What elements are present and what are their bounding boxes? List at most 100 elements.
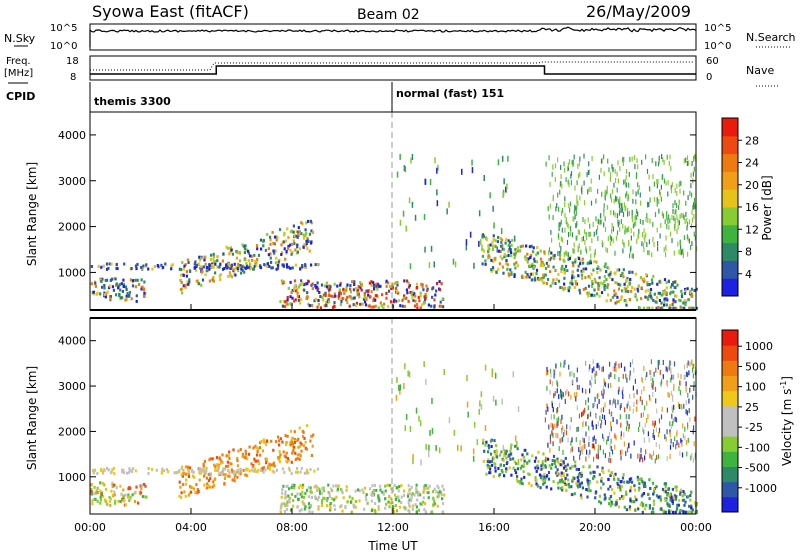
velocity-cell xyxy=(372,493,375,497)
power-cell xyxy=(212,255,215,259)
velocity-cell xyxy=(688,398,690,404)
power-cell xyxy=(238,259,242,263)
power-cell xyxy=(251,258,254,262)
velocity-cell xyxy=(209,472,213,476)
velocity-cell xyxy=(564,464,567,468)
power-cell xyxy=(280,253,283,256)
power-cell xyxy=(304,228,307,232)
velocity-cell xyxy=(365,498,368,502)
power-cell xyxy=(586,172,588,178)
power-cell xyxy=(346,283,349,287)
power-cell xyxy=(564,264,568,268)
velocity-y-tick-label: 3000 xyxy=(58,380,86,393)
velocity-cell xyxy=(497,467,500,470)
velocity-cell xyxy=(396,376,398,383)
velocity-cell xyxy=(597,449,599,455)
velocity-cell xyxy=(372,491,375,495)
power-cell xyxy=(633,231,635,237)
power-cell xyxy=(256,247,259,251)
velocity-cell xyxy=(591,368,593,374)
velocity-cell xyxy=(637,507,640,511)
power-cell xyxy=(281,263,284,267)
power-cbar-tick-label: 12 xyxy=(745,223,759,236)
power-cell xyxy=(567,179,569,185)
power-cell xyxy=(560,236,562,242)
velocity-cell xyxy=(604,382,607,387)
power-cell xyxy=(682,248,684,254)
velocity-cell xyxy=(580,481,583,485)
velocity-cell xyxy=(203,459,207,463)
power-cell xyxy=(591,285,594,288)
power-cell xyxy=(506,267,509,271)
velocity-cell xyxy=(130,470,134,474)
velocity-cell xyxy=(286,484,289,488)
velocity-cell xyxy=(181,472,184,476)
velocity-cell xyxy=(246,474,249,478)
velocity-cell xyxy=(631,480,634,484)
power-cell xyxy=(280,251,283,255)
velocity-cell xyxy=(546,385,548,391)
power-cell xyxy=(569,231,572,237)
power-cell xyxy=(653,196,656,202)
velocity-cell xyxy=(692,394,694,400)
power-cell xyxy=(631,214,633,220)
power-cell xyxy=(635,215,638,221)
velocity-cell xyxy=(688,504,691,508)
velocity-cell xyxy=(503,474,506,478)
velocity-cell xyxy=(341,509,344,513)
power-cell xyxy=(100,280,103,283)
velocity-cell xyxy=(677,503,680,507)
power-cell xyxy=(291,250,294,254)
power-cell xyxy=(294,248,297,252)
velocity-cell xyxy=(563,429,565,435)
power-cell xyxy=(686,221,689,227)
velocity-cell xyxy=(489,452,493,456)
velocity-cell xyxy=(484,425,487,431)
power-cell xyxy=(626,191,628,197)
power-cell xyxy=(357,285,360,288)
power-cell xyxy=(677,298,681,302)
velocity-cell xyxy=(400,495,403,499)
velocity-cell xyxy=(562,472,565,475)
power-cell xyxy=(433,305,436,309)
velocity-cell xyxy=(370,499,373,503)
power-cell xyxy=(676,191,678,197)
velocity-cell xyxy=(236,475,239,479)
power-cell xyxy=(678,205,680,210)
velocity-cell xyxy=(306,424,309,428)
power-cbar-swatch xyxy=(722,189,738,208)
velocity-cell xyxy=(244,449,247,453)
velocity-cell xyxy=(652,450,655,456)
power-cell xyxy=(542,264,545,268)
velocity-cell xyxy=(101,469,104,473)
power-cell xyxy=(651,306,654,310)
velocity-cell xyxy=(228,456,231,460)
power-cell xyxy=(538,277,541,281)
power-cell xyxy=(180,273,183,277)
velocity-cell xyxy=(417,491,420,494)
power-cell xyxy=(186,280,189,284)
velocity-cell xyxy=(290,440,294,444)
velocity-cell xyxy=(670,438,672,444)
power-cell xyxy=(664,219,666,225)
velocity-cell xyxy=(650,376,652,381)
velocity-cell xyxy=(691,453,693,459)
power-cell xyxy=(554,282,557,285)
velocity-cell xyxy=(259,441,262,445)
velocity-cell xyxy=(550,487,553,491)
power-cell xyxy=(536,251,539,255)
power-cell xyxy=(537,278,540,281)
power-cell xyxy=(519,249,522,253)
power-cell xyxy=(588,231,590,237)
power-cell xyxy=(269,235,272,239)
power-cell xyxy=(595,230,597,236)
power-cell xyxy=(439,300,442,304)
velocity-cell xyxy=(657,360,659,365)
velocity-cell xyxy=(294,470,298,474)
power-cell xyxy=(575,206,577,212)
velocity-cell xyxy=(586,481,590,485)
power-cell xyxy=(561,227,563,233)
power-cell xyxy=(377,306,380,310)
velocity-cell xyxy=(645,449,647,455)
velocity-cell xyxy=(542,466,545,470)
